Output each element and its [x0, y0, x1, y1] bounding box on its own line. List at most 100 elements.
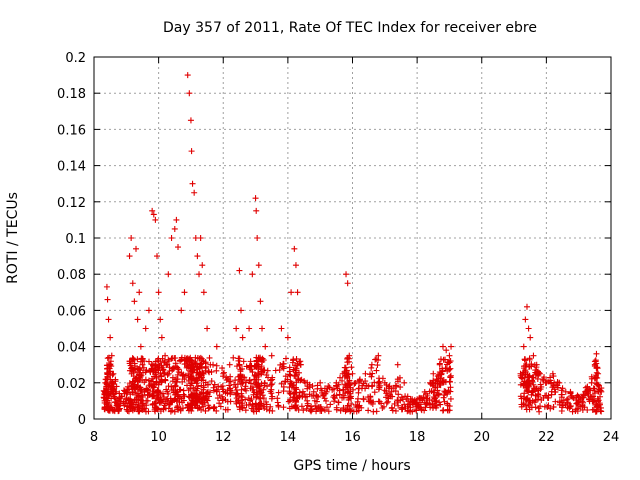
- data-point: [530, 352, 537, 359]
- data-point: [375, 386, 382, 393]
- data-point: [584, 383, 591, 390]
- data-point: [173, 216, 180, 223]
- data-point: [594, 365, 601, 372]
- data-point: [447, 373, 454, 380]
- data-point: [367, 394, 374, 401]
- data-point: [534, 375, 541, 382]
- data-point: [362, 370, 369, 377]
- data-point: [374, 362, 381, 369]
- data-point: [335, 381, 342, 388]
- data-point: [259, 392, 266, 399]
- data-point: [280, 388, 287, 395]
- data-point: [302, 394, 309, 401]
- data-point: [177, 386, 184, 393]
- data-point: [134, 390, 141, 397]
- y-tick-label: 0.04: [57, 341, 86, 356]
- data-point: [523, 303, 530, 310]
- data-point: [431, 395, 438, 402]
- data-point: [158, 379, 165, 386]
- data-point: [417, 401, 424, 408]
- data-point: [141, 388, 148, 395]
- data-point: [547, 405, 554, 412]
- data-point: [166, 367, 173, 374]
- data-point: [550, 403, 557, 410]
- data-point: [416, 394, 423, 401]
- data-point: [348, 400, 355, 407]
- data-point: [392, 388, 399, 395]
- data-point: [569, 408, 576, 415]
- x-tick-label: 12: [215, 430, 232, 445]
- data-point: [181, 289, 188, 296]
- data-point: [297, 361, 304, 368]
- data-point: [191, 189, 198, 196]
- data-point: [249, 271, 256, 278]
- data-point: [215, 383, 222, 390]
- data-point: [371, 379, 378, 386]
- data-point: [304, 400, 311, 407]
- data-point: [395, 397, 402, 404]
- data-point: [587, 387, 594, 394]
- data-point: [430, 389, 437, 396]
- data-point: [163, 386, 170, 393]
- data-point: [401, 401, 408, 408]
- data-point: [394, 361, 401, 368]
- data-point: [172, 360, 179, 367]
- data-point: [118, 393, 125, 400]
- data-point: [280, 404, 287, 411]
- data-point: [423, 400, 430, 407]
- data-point: [254, 235, 261, 241]
- data-point: [421, 388, 428, 395]
- data-point: [335, 399, 342, 406]
- data-point: [525, 383, 532, 390]
- data-point: [136, 407, 143, 414]
- data-point: [440, 356, 447, 363]
- data-point: [545, 378, 552, 385]
- data-point: [315, 393, 322, 400]
- data-point: [238, 386, 245, 393]
- data-point: [545, 394, 552, 401]
- data-point: [440, 379, 447, 386]
- data-point: [239, 334, 246, 341]
- data-point: [346, 377, 353, 384]
- data-point: [107, 358, 114, 365]
- data-point: [371, 389, 378, 396]
- data-point: [211, 404, 218, 411]
- data-point: [242, 396, 249, 403]
- data-point: [594, 374, 601, 381]
- data-point: [590, 393, 597, 400]
- data-point: [439, 343, 446, 350]
- data-point: [389, 393, 396, 400]
- data-point: [106, 400, 113, 407]
- data-point: [199, 262, 206, 269]
- data-point: [433, 402, 440, 409]
- data-point: [208, 378, 215, 385]
- data-point: [113, 400, 120, 407]
- data-point: [109, 384, 116, 391]
- data-point: [344, 354, 351, 361]
- data-point: [104, 355, 111, 362]
- data-point: [564, 399, 571, 406]
- data-point: [522, 316, 529, 323]
- data-point: [198, 374, 205, 381]
- data-point: [414, 396, 421, 403]
- data-point: [424, 399, 431, 406]
- data-point: [116, 405, 123, 412]
- data-point: [293, 395, 300, 402]
- data-point: [240, 358, 247, 365]
- data-point: [217, 403, 224, 410]
- data-point: [525, 325, 532, 332]
- data-point: [257, 395, 264, 402]
- data-point: [103, 283, 110, 290]
- data-point: [128, 235, 135, 241]
- data-point: [389, 407, 396, 414]
- data-point: [157, 316, 164, 323]
- data-point: [308, 406, 315, 413]
- data-point: [324, 385, 331, 392]
- data-point: [227, 398, 234, 405]
- data-point: [448, 343, 455, 350]
- data-point: [142, 376, 149, 383]
- data-point: [550, 382, 557, 389]
- data-point: [110, 393, 117, 400]
- data-point: [216, 400, 223, 407]
